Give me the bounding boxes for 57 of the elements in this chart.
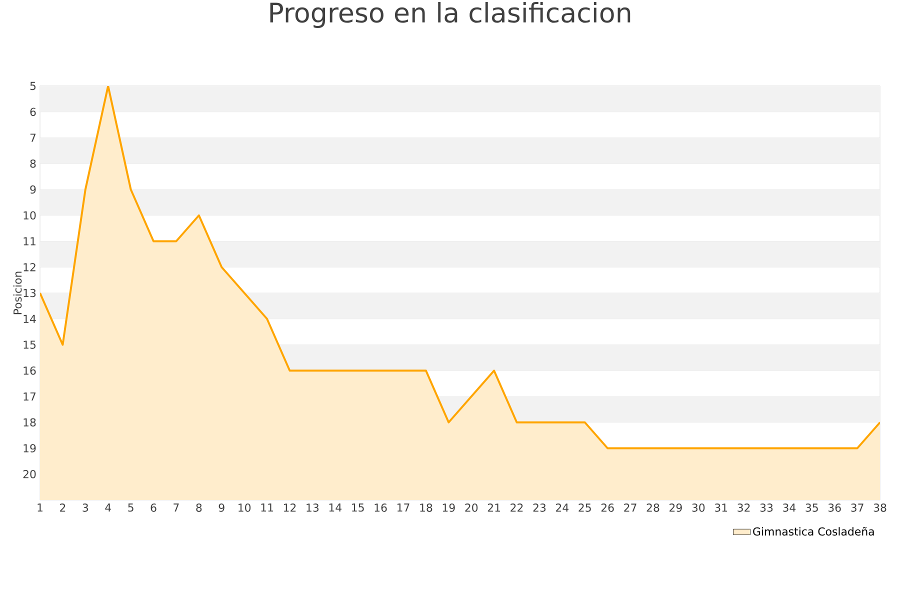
y-tick-label: 17 (24, 392, 36, 400)
x-tick-label: 9 (218, 504, 224, 512)
x-tick-label: 20 (465, 504, 478, 512)
y-tick-label: 15 (24, 340, 36, 349)
chart-title: Progreso en la clasificacion (270, 2, 630, 28)
x-tick-label: 2 (60, 504, 66, 512)
x-tick-label: 5 (128, 504, 134, 512)
x-tick-label: 31 (714, 504, 728, 512)
x-tick-label: 33 (760, 504, 773, 512)
x-tick-label: 3 (82, 504, 88, 512)
y-tick-label: 19 (24, 444, 36, 452)
x-tick-label: 15 (352, 504, 364, 512)
y-tick-label: 16 (24, 366, 36, 375)
x-tick-label: 35 (806, 504, 818, 512)
x-tick-label: 37 (851, 504, 864, 512)
x-tick-label: 1 (38, 504, 42, 512)
x-tick-label: 26 (601, 504, 614, 512)
x-tick-label: 32 (738, 504, 750, 512)
y-tick-label: 20 (23, 470, 36, 478)
x-tick-label: 23 (533, 504, 546, 512)
x-tick-label: 36 (828, 504, 841, 512)
x-tick-label: 6 (150, 504, 156, 512)
x-tick-label: 30 (692, 504, 705, 512)
x-tick-label: 13 (306, 504, 319, 512)
x-tick-label: 22 (510, 504, 523, 512)
x-tick-label: 18 (420, 504, 432, 512)
x-tick-label: 28 (646, 504, 660, 512)
x-tick-label: 19 (442, 504, 455, 512)
x-tick-label: 4 (105, 504, 111, 512)
x-tick-label: 17 (397, 504, 410, 512)
x-tick-label: 27 (624, 504, 636, 512)
y-tick-label: 8 (30, 159, 36, 168)
x-tick-label: 14 (329, 504, 342, 512)
y-tick-label: 9 (30, 185, 36, 194)
x-tick-label: 10 (238, 504, 251, 512)
legend-label: Gimnastica Cosladeña (753, 526, 874, 536)
y-tick-label: 7 (30, 134, 36, 142)
x-tick-label: 12 (284, 504, 296, 512)
x-tick-label: 38 (874, 504, 886, 512)
y-tick-label: 6 (30, 108, 36, 116)
x-tick-label: 11 (261, 504, 273, 512)
x-tick-label: 34 (783, 504, 796, 512)
x-tick-label: 24 (556, 504, 569, 512)
y-axis-title: Posicion (13, 272, 22, 314)
x-tick-label: 8 (196, 504, 202, 512)
x-tick-label: 25 (578, 504, 591, 512)
x-tick-label: 16 (374, 504, 387, 512)
y-tick-label: 11 (24, 237, 36, 246)
y-tick-label: 18 (24, 418, 36, 427)
x-tick-label: 21 (488, 504, 500, 512)
x-tick-label: 29 (670, 504, 682, 512)
y-tick-label: 5 (30, 82, 36, 90)
y-tick-label: 12 (24, 263, 36, 272)
x-tick-label: 7 (174, 504, 179, 512)
y-tick-label: 14 (24, 314, 36, 323)
y-tick-label: 13 (24, 288, 36, 298)
y-tick-label: 10 (24, 211, 36, 220)
